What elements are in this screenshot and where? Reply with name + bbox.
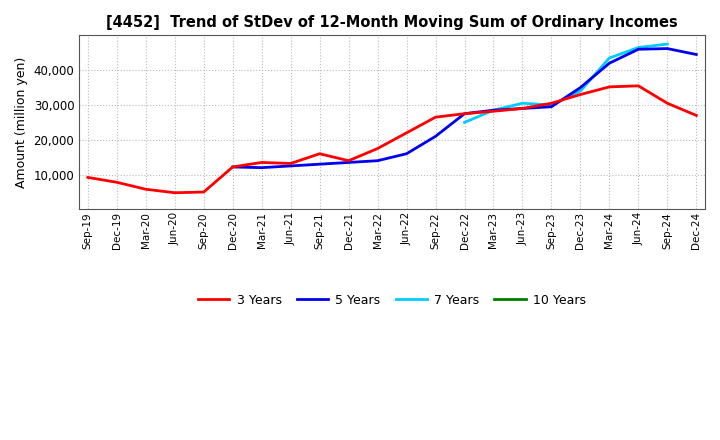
3 Years xyxy=(489,109,498,114)
3 Years xyxy=(634,83,643,88)
5 Years xyxy=(257,165,266,170)
5 Years xyxy=(634,47,643,52)
Line: 3 Years: 3 Years xyxy=(88,86,696,193)
3 Years xyxy=(402,130,411,136)
5 Years xyxy=(287,163,295,169)
3 Years xyxy=(257,160,266,165)
3 Years xyxy=(199,189,208,194)
7 Years xyxy=(605,55,613,61)
3 Years xyxy=(373,146,382,151)
3 Years xyxy=(142,187,150,192)
5 Years xyxy=(315,161,324,167)
5 Years xyxy=(518,106,527,111)
5 Years xyxy=(431,134,440,139)
5 Years xyxy=(373,158,382,163)
7 Years xyxy=(634,45,643,50)
5 Years xyxy=(228,164,237,169)
Line: 5 Years: 5 Years xyxy=(233,48,696,168)
3 Years xyxy=(287,161,295,166)
3 Years xyxy=(315,151,324,156)
5 Years xyxy=(576,85,585,90)
5 Years xyxy=(460,111,469,116)
3 Years xyxy=(228,164,237,169)
5 Years xyxy=(402,151,411,156)
7 Years xyxy=(576,88,585,94)
7 Years xyxy=(518,101,527,106)
3 Years xyxy=(112,180,121,185)
5 Years xyxy=(489,107,498,113)
5 Years xyxy=(547,104,556,110)
5 Years xyxy=(605,61,613,66)
3 Years xyxy=(460,111,469,116)
5 Years xyxy=(344,160,353,165)
Y-axis label: Amount (million yen): Amount (million yen) xyxy=(15,57,28,188)
3 Years xyxy=(547,101,556,106)
3 Years xyxy=(344,158,353,163)
3 Years xyxy=(84,175,92,180)
7 Years xyxy=(489,107,498,113)
3 Years xyxy=(518,106,527,111)
Title: [4452]  Trend of StDev of 12-Month Moving Sum of Ordinary Incomes: [4452] Trend of StDev of 12-Month Moving… xyxy=(107,15,678,30)
7 Years xyxy=(547,103,556,108)
7 Years xyxy=(460,120,469,125)
5 Years xyxy=(692,52,701,57)
Line: 7 Years: 7 Years xyxy=(464,44,667,122)
5 Years xyxy=(663,46,672,51)
3 Years xyxy=(576,92,585,97)
Legend: 3 Years, 5 Years, 7 Years, 10 Years: 3 Years, 5 Years, 7 Years, 10 Years xyxy=(193,289,591,312)
3 Years xyxy=(605,84,613,89)
3 Years xyxy=(431,114,440,120)
3 Years xyxy=(171,190,179,195)
3 Years xyxy=(692,113,701,118)
3 Years xyxy=(663,101,672,106)
7 Years xyxy=(663,41,672,47)
